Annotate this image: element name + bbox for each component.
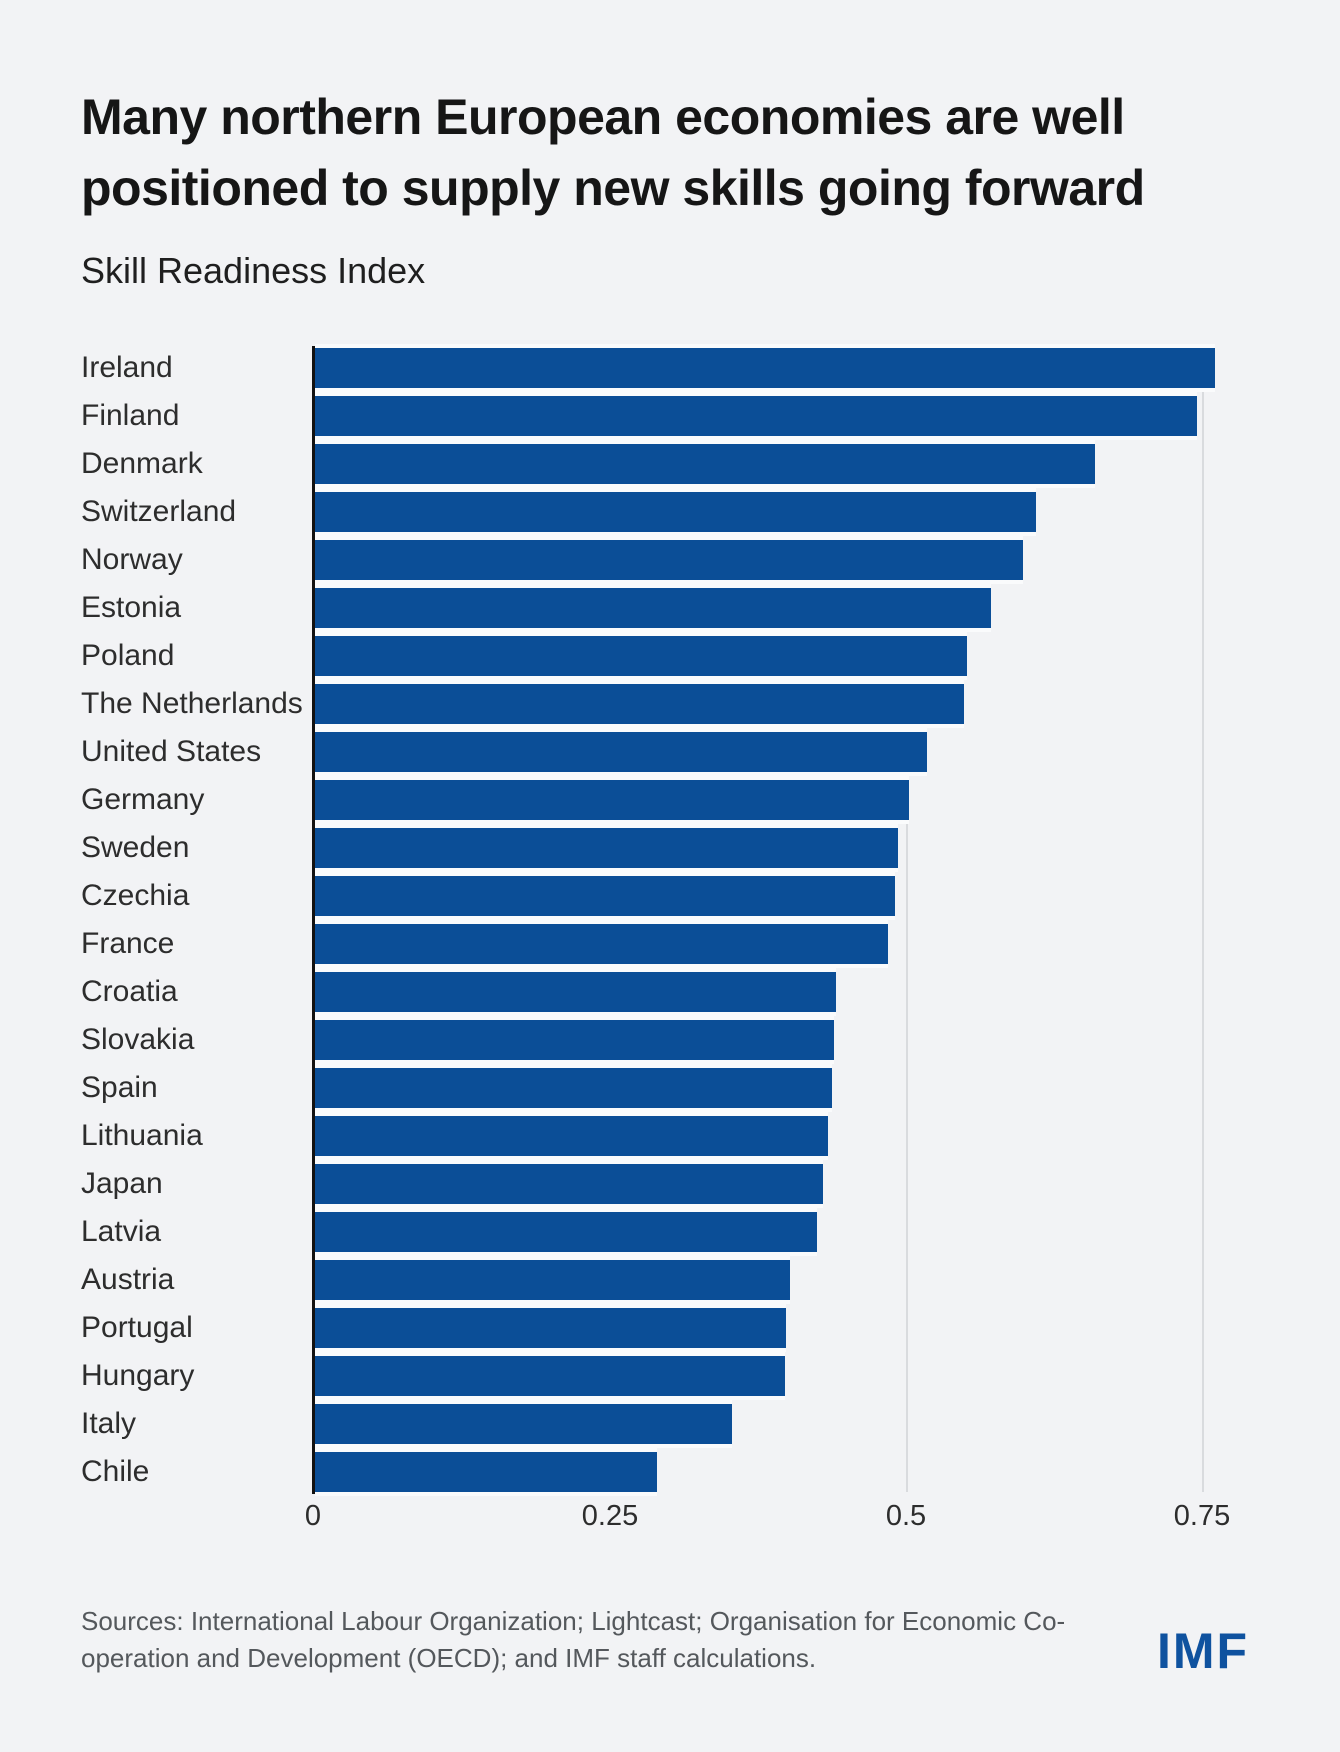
bar — [315, 632, 967, 680]
sources-line1: Sources: International Labour Organizati… — [81, 1606, 1066, 1636]
country-label: Poland — [81, 639, 175, 672]
chart-row: The Netherlands — [0, 680, 1340, 728]
chart-row: Sweden — [0, 824, 1340, 872]
bar — [315, 968, 836, 1016]
bar — [315, 920, 888, 968]
bar — [315, 1208, 817, 1256]
bar — [315, 536, 1023, 584]
chart-row: United States — [0, 728, 1340, 776]
x-tick-label: 0.75 — [1173, 1500, 1231, 1532]
gridline-0.75 — [1202, 348, 1204, 1492]
x-tick-label: 0 — [304, 1500, 322, 1532]
bar-rows: Ireland Finland Denmark Switzerland Norway Es… — [0, 344, 1340, 1496]
country-label: United States — [81, 735, 262, 768]
chart-row: Switzerland — [0, 488, 1340, 536]
chart-row: France — [0, 920, 1340, 968]
chart-row: Estonia — [0, 584, 1340, 632]
bar — [315, 1112, 828, 1160]
chart-row: Slovakia — [0, 1016, 1340, 1064]
chart-row: Denmark — [0, 440, 1340, 488]
chart-row: Austria — [0, 1256, 1340, 1304]
country-label: The Netherlands — [81, 687, 303, 720]
bar — [315, 1304, 786, 1352]
chart-row: Ireland — [0, 344, 1340, 392]
country-label: Norway — [81, 543, 183, 576]
bar — [315, 728, 927, 776]
country-label: Sweden — [81, 831, 190, 864]
bar — [315, 872, 895, 920]
chart-row: Finland — [0, 392, 1340, 440]
bar — [315, 344, 1215, 392]
x-tick-label: 0.5 — [885, 1500, 927, 1532]
chart-row: Poland — [0, 632, 1340, 680]
chart-subtitle: Skill Readiness Index — [81, 250, 426, 291]
country-label: Slovakia — [81, 1023, 195, 1056]
country-label: Portugal — [81, 1311, 193, 1344]
chart-row: Italy — [0, 1400, 1340, 1448]
country-label: Hungary — [81, 1359, 195, 1392]
bar — [315, 488, 1036, 536]
country-label: Latvia — [81, 1215, 162, 1248]
chart-row: Lithuania — [0, 1112, 1340, 1160]
country-label: Finland — [81, 399, 180, 432]
country-label: Japan — [81, 1167, 163, 1200]
bar — [315, 1400, 732, 1448]
bar — [315, 1352, 785, 1400]
chart-row: Japan — [0, 1160, 1340, 1208]
x-axis-ticks: 0 0.25 0.5 0.75 — [0, 1500, 1340, 1536]
bar — [315, 392, 1197, 440]
bar — [315, 824, 898, 872]
bar — [315, 584, 991, 632]
bar — [315, 776, 909, 824]
bar — [315, 440, 1095, 488]
country-label: Ireland — [81, 351, 173, 384]
country-label: Lithuania — [81, 1119, 203, 1152]
chart-row: Croatia — [0, 968, 1340, 1016]
country-label: Chile — [81, 1455, 150, 1488]
country-label: Croatia — [81, 975, 178, 1008]
country-label: Spain — [81, 1071, 158, 1104]
gridline-0.5 — [906, 348, 908, 1492]
bar-chart: Ireland Finland Denmark Switzerland Norway Es… — [0, 344, 1340, 1496]
country-label: Switzerland — [81, 495, 237, 528]
country-label: Italy — [81, 1407, 137, 1440]
country-label: Denmark — [81, 447, 203, 480]
bar — [315, 1160, 823, 1208]
chart-row: Chile — [0, 1448, 1340, 1496]
chart-row: Latvia — [0, 1208, 1340, 1256]
sources-note: Sources: International Labour Organizati… — [81, 1603, 1121, 1677]
country-label: France — [81, 927, 175, 960]
bar — [315, 1016, 834, 1064]
chart-row: Portugal — [0, 1304, 1340, 1352]
country-label: Czechia — [81, 879, 190, 912]
chart-title: Many northern European economies are wel… — [81, 82, 1281, 224]
country-label: Estonia — [81, 591, 182, 624]
country-label: Austria — [81, 1263, 175, 1296]
bar — [315, 680, 964, 728]
chart-row: Spain — [0, 1064, 1340, 1112]
y-axis-line — [312, 346, 315, 1494]
chart-title-line2: positioned to supply new skills going fo… — [81, 160, 1145, 216]
bar — [315, 1256, 790, 1304]
bar — [315, 1448, 657, 1496]
country-label: Germany — [81, 783, 205, 816]
chart-row: Germany — [0, 776, 1340, 824]
chart-row: Czechia — [0, 872, 1340, 920]
sources-line2: operation and Development (OECD); and IM… — [81, 1643, 817, 1673]
chart-row: Hungary — [0, 1352, 1340, 1400]
bar — [315, 1064, 832, 1112]
imf-logo: IMF — [1157, 1623, 1250, 1679]
chart-title-line1: Many northern European economies are wel… — [81, 89, 1125, 145]
chart-row: Norway — [0, 536, 1340, 584]
x-tick-label: 0.25 — [581, 1500, 639, 1532]
